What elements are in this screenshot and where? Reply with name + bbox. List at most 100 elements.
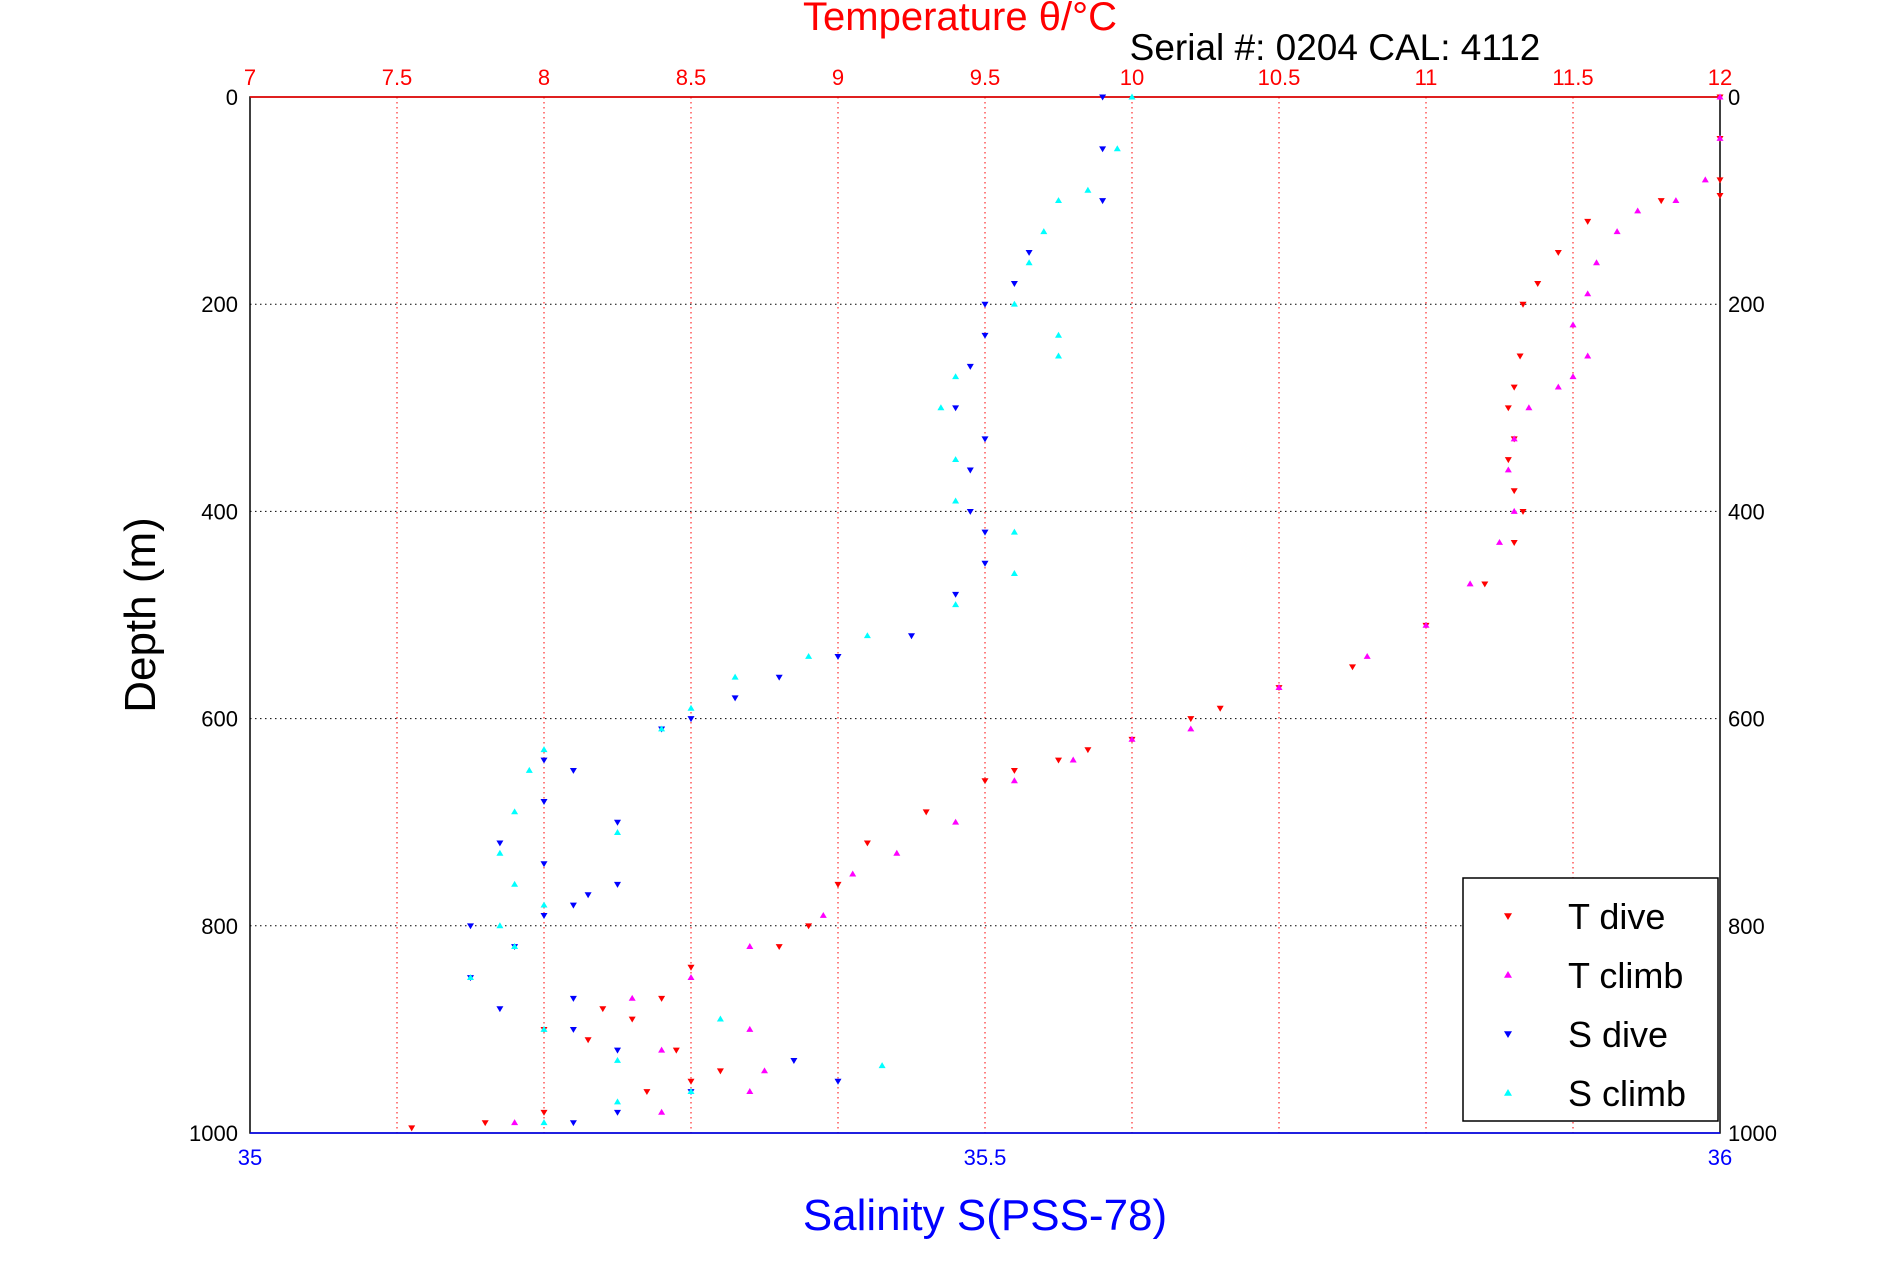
data-point: [540, 746, 548, 753]
data-point: [775, 674, 783, 681]
data-point: [849, 870, 857, 877]
data-point: [1504, 457, 1512, 464]
legend-item-s-dive: S dive: [1504, 1014, 1668, 1055]
tick-label-temp: 11: [1415, 65, 1438, 90]
data-point: [952, 373, 960, 380]
series-s-climb: [467, 93, 1136, 1126]
data-point: [966, 467, 974, 474]
data-point: [1055, 197, 1062, 204]
data-point: [599, 1006, 607, 1013]
series-s-dive: [467, 94, 1107, 1127]
data-point: [687, 974, 695, 981]
data-point: [922, 809, 930, 816]
data-point: [1716, 177, 1724, 184]
data-point: [805, 652, 813, 659]
legend-box: [1462, 877, 1719, 1122]
data-point: [1584, 352, 1592, 359]
data-point: [1519, 508, 1527, 515]
data-point: [819, 911, 827, 918]
data-point: [952, 601, 960, 608]
data-point: [1510, 384, 1518, 391]
data-point: [1363, 652, 1371, 659]
series-t-dive: [408, 94, 1724, 1132]
x-axis-label-salinity: Salinity S(PSS-78): [803, 1191, 1167, 1240]
data-point: [614, 1056, 621, 1063]
tick-label-depth-right: 400: [1728, 499, 1765, 524]
data-point: [1516, 353, 1524, 360]
data-point: [1554, 383, 1562, 390]
data-point: [687, 1078, 695, 1085]
chart-subtitle: Serial #: 0204 CAL: 4112: [1130, 27, 1541, 68]
data-point: [569, 767, 577, 774]
tick-label-temp: 8: [538, 65, 550, 90]
tick-label-temp: 7.5: [382, 65, 413, 90]
data-point: [1593, 259, 1601, 266]
data-point: [1422, 621, 1430, 628]
y-axis-label: Depth (m): [116, 517, 165, 713]
tick-label-depth-right: 600: [1728, 707, 1765, 732]
data-point: [1716, 93, 1724, 100]
data-point: [1716, 192, 1724, 199]
data-point: [1466, 580, 1474, 587]
data-point: [1055, 757, 1062, 764]
data-point: [1584, 218, 1592, 225]
data-point: [687, 964, 695, 971]
data-point: [878, 1062, 886, 1069]
data-point: [628, 994, 636, 1001]
tick-label-depth-right: 1000: [1728, 1121, 1777, 1146]
legend-label-t-dive: T dive: [1568, 896, 1665, 937]
data-point: [1569, 373, 1577, 380]
tick-label-salinity: 35: [238, 1145, 262, 1170]
data-point: [1099, 146, 1107, 153]
data-point: [1040, 228, 1048, 235]
data-point: [1010, 528, 1018, 535]
data-point: [1275, 684, 1283, 690]
data-point: [1187, 716, 1195, 723]
data-point: [1216, 705, 1224, 712]
data-point: [761, 1067, 768, 1074]
data-point: [731, 673, 739, 680]
data-point: [658, 995, 666, 1002]
legend-label-s-climb: S climb: [1568, 1073, 1686, 1114]
data-point: [1099, 198, 1107, 205]
data-point: [1055, 331, 1062, 338]
data-point: [687, 704, 695, 711]
data-point: [746, 1088, 754, 1095]
series-t-climb: [511, 93, 1724, 1126]
data-point: [687, 716, 695, 723]
data-point: [908, 633, 915, 640]
legend-marker-t-climb: [1504, 971, 1512, 978]
data-point: [1010, 570, 1018, 577]
data-point: [540, 912, 548, 919]
data-point: [628, 1016, 636, 1023]
data-point: [1481, 581, 1489, 588]
data-marks: [408, 93, 1724, 1132]
data-point: [1069, 756, 1077, 763]
data-point: [981, 332, 989, 339]
data-point: [584, 1037, 592, 1044]
data-point: [511, 943, 519, 949]
data-point: [1510, 435, 1518, 442]
data-point: [966, 508, 974, 515]
legend-label-s-dive: S dive: [1568, 1014, 1668, 1055]
data-point: [1672, 197, 1680, 204]
data-point: [952, 456, 960, 463]
data-point: [687, 1088, 695, 1095]
legend: T dive T climb S dive S climb: [1462, 877, 1719, 1122]
data-point: [540, 901, 548, 908]
data-point: [1055, 352, 1062, 359]
data-point: [569, 995, 577, 1002]
data-point: [952, 497, 960, 504]
data-point: [540, 1109, 548, 1116]
data-point: [658, 725, 666, 732]
data-point: [1525, 404, 1533, 411]
data-point: [1010, 777, 1018, 784]
data-point: [1187, 725, 1195, 732]
data-point: [1084, 747, 1092, 754]
data-point: [1349, 664, 1356, 671]
data-point: [614, 1098, 621, 1105]
data-point: [496, 849, 504, 856]
data-point: [540, 1025, 548, 1032]
data-point: [511, 808, 519, 815]
